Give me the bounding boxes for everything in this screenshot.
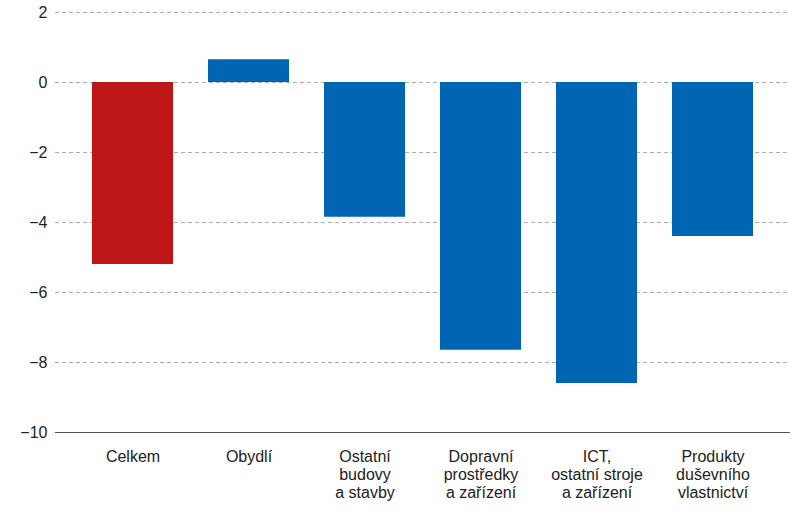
svg-text:−2: −2 xyxy=(29,144,47,161)
svg-text:−6: −6 xyxy=(29,284,47,301)
svg-text:Produktyduševníhovlastnictví: Produktyduševníhovlastnictví xyxy=(676,448,750,502)
svg-text:Ostatníbudovya stavby: Ostatníbudovya stavby xyxy=(335,448,395,502)
svg-text:−10: −10 xyxy=(20,424,47,441)
svg-text:ICT,ostatní strojea zařízení: ICT,ostatní strojea zařízení xyxy=(551,448,643,502)
svg-text:−4: −4 xyxy=(29,214,47,231)
svg-text:−8: −8 xyxy=(29,354,47,371)
svg-text:Obydlí: Obydlí xyxy=(226,448,273,465)
svg-text:2: 2 xyxy=(39,4,48,21)
svg-text:Celkem: Celkem xyxy=(106,448,160,465)
svg-text:Dopravníprostředkya zařízení: Dopravníprostředkya zařízení xyxy=(444,448,519,502)
svg-text:0: 0 xyxy=(39,74,48,91)
